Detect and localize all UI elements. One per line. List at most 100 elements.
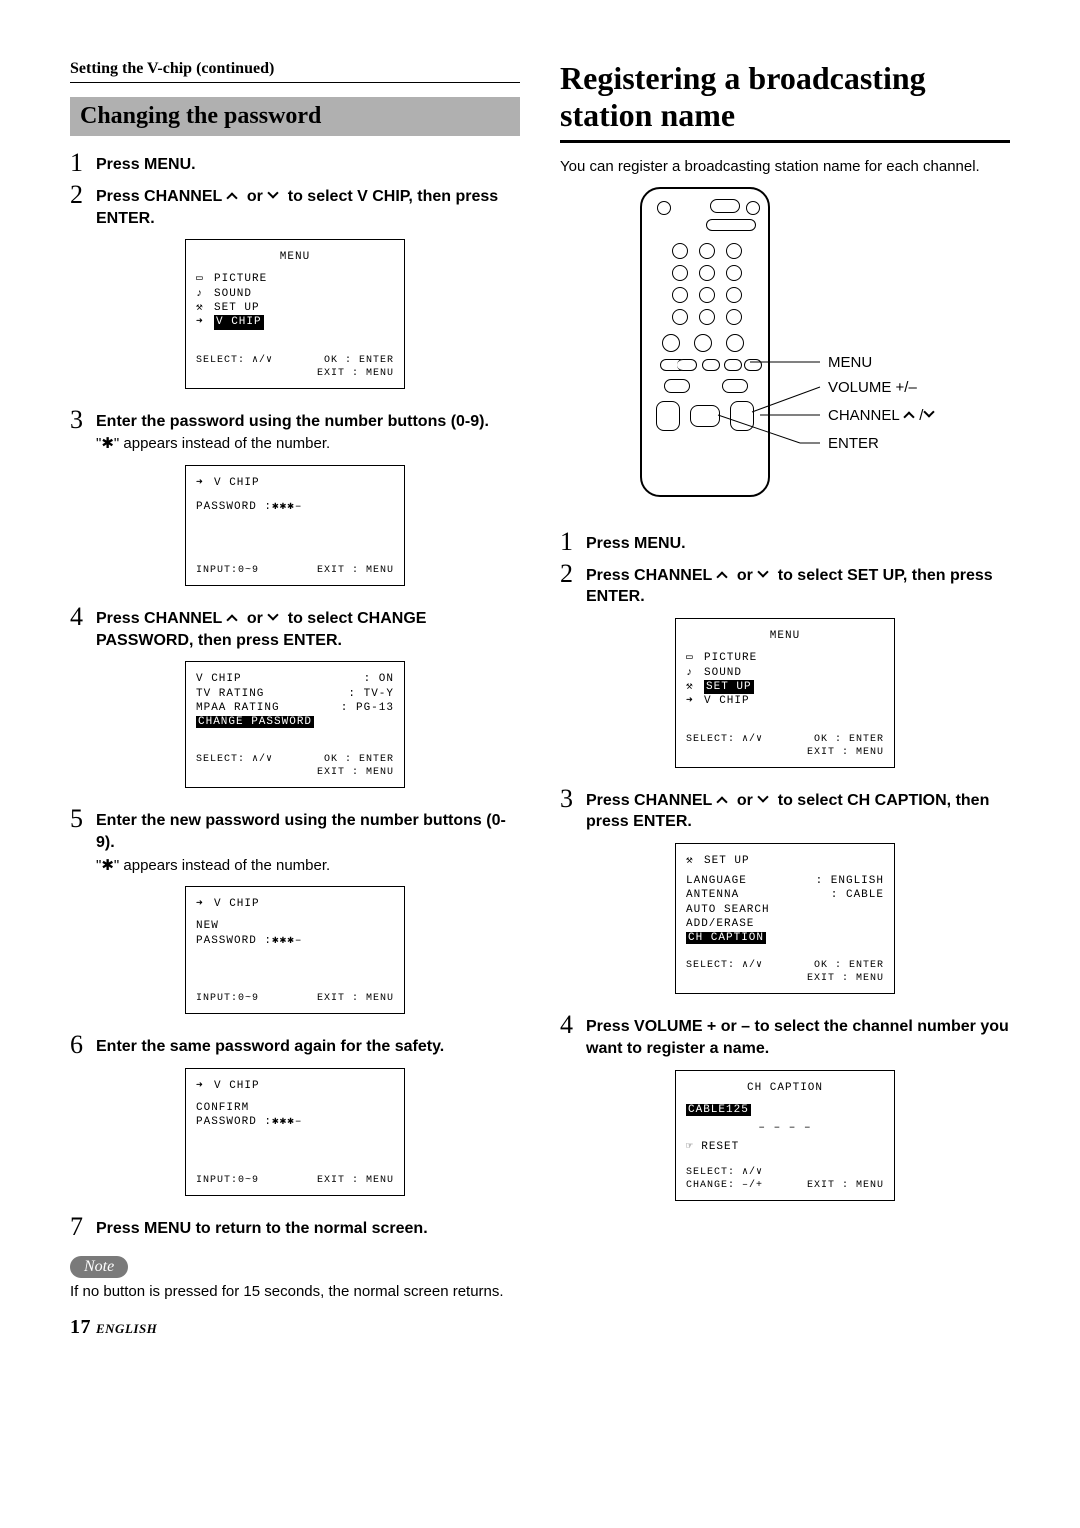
chevron-up-icon bbox=[716, 569, 732, 579]
step-text: Press CHANNEL or to select CHANGE PASSWO… bbox=[96, 608, 520, 651]
remote-diagram: MENU VOLUME +/– CHANNEL / ENTER bbox=[560, 187, 1010, 507]
step-number: 2 bbox=[560, 561, 586, 587]
osd-password: ➜ V CHIP PASSWORD :✱✱✱– INPUT:0~9EXIT : M… bbox=[185, 465, 405, 587]
osd-item: LANGUAGE bbox=[686, 874, 747, 888]
step-text: Enter the password using the number butt… bbox=[96, 411, 520, 433]
osd-item-highlight: V CHIP bbox=[214, 315, 264, 329]
chevron-down-icon bbox=[267, 190, 283, 200]
osd-footer: INPUT:0~9EXIT : MENU bbox=[196, 564, 394, 577]
osd-item: PICTURE bbox=[704, 651, 757, 665]
setup-icon: ⚒ bbox=[686, 680, 700, 694]
osd-setup: ⚒ SET UP LANGUAGE : ENGLISH ANTENNA : CABLE… bbox=[675, 843, 895, 995]
osd-item-highlight: CHANGE PASSWORD bbox=[196, 716, 314, 728]
step-text: Press MENU to return to the normal scree… bbox=[96, 1218, 520, 1240]
chevron-up-icon bbox=[903, 409, 919, 419]
osd-footer: SELECT: ∧/∨OK : ENTER EXIT : MENU bbox=[196, 354, 394, 380]
picture-icon: ▭ bbox=[196, 272, 210, 286]
step-note: "✱" appears instead of the number. bbox=[96, 434, 520, 454]
step-number: 6 bbox=[70, 1032, 96, 1058]
vchip-icon: ➜ bbox=[196, 476, 210, 490]
osd-item: MPAA RATING bbox=[196, 701, 280, 715]
label-channel: CHANNEL / bbox=[828, 408, 939, 423]
osd-line: NEW bbox=[196, 919, 394, 933]
osd-vchip-menu: V CHIP: ON TV RATING: TV-Y MPAA RATING: … bbox=[185, 661, 405, 788]
chevron-up-icon bbox=[226, 612, 242, 622]
chevron-up-icon bbox=[226, 190, 242, 200]
osd-line: CONFIRM bbox=[196, 1101, 394, 1115]
label-menu: MENU bbox=[828, 355, 872, 370]
note-text: If no button is pressed for 15 seconds, … bbox=[70, 1282, 520, 1302]
osd-confirm-password: ➜V CHIP CONFIRM PASSWORD :✱✱✱– INPUT:0~9… bbox=[185, 1068, 405, 1196]
step-text: Press MENU. bbox=[586, 533, 1010, 555]
step-text: Press MENU. bbox=[96, 154, 520, 176]
step-number: 2 bbox=[70, 182, 96, 208]
osd-item: SET UP bbox=[214, 301, 260, 315]
osd-value: : ON bbox=[364, 672, 394, 686]
osd-title: SET UP bbox=[704, 854, 750, 868]
osd-footer: SELECT: ∧/∨OK : ENTER EXIT : MENU bbox=[686, 733, 884, 759]
label-volume: VOLUME +/– bbox=[828, 380, 917, 395]
step-number: 4 bbox=[560, 1012, 586, 1038]
page-number: 17 ENGLISH bbox=[70, 1316, 520, 1339]
step-1: 1 Press MENU. bbox=[560, 529, 1010, 555]
osd-title: V CHIP bbox=[214, 1079, 260, 1093]
osd-footer: SELECT: ∧/∨ CHANGE: –/+EXIT : MENU bbox=[686, 1166, 884, 1192]
osd-value: : ENGLISH bbox=[816, 874, 884, 888]
chevron-down-icon bbox=[267, 612, 283, 622]
step-number: 1 bbox=[70, 150, 96, 176]
osd-footer: INPUT:0~9EXIT : MENU bbox=[196, 992, 394, 1005]
step-6: 6 Enter the same password again for the … bbox=[70, 1032, 520, 1058]
step-text: Press CHANNEL or to select CH CAPTION, t… bbox=[586, 790, 1010, 833]
note-label: Note bbox=[70, 1256, 128, 1278]
osd-item-highlight: SET UP bbox=[704, 680, 754, 694]
label-enter: ENTER bbox=[828, 436, 879, 451]
step-4: 4 Press CHANNEL or to select CHANGE PASS… bbox=[70, 604, 520, 651]
left-column: Setting the V-chip (continued) Changing … bbox=[70, 60, 520, 1339]
step-text: Press VOLUME + or – to select the channe… bbox=[586, 1016, 1010, 1059]
osd-item: TV RATING bbox=[196, 687, 264, 701]
osd-item: V CHIP bbox=[196, 672, 242, 686]
osd-footer: SELECT: ∧/∨OK : ENTER EXIT : MENU bbox=[686, 959, 884, 985]
osd-item: PICTURE bbox=[214, 272, 267, 286]
osd-title: MENU bbox=[686, 629, 884, 643]
step-number: 3 bbox=[70, 407, 96, 433]
step-text: Press CHANNEL or to select SET UP, then … bbox=[586, 565, 1010, 608]
chevron-down-icon bbox=[757, 569, 773, 579]
osd-title: V CHIP bbox=[214, 476, 260, 490]
step-5: 5 Enter the new password using the numbe… bbox=[70, 806, 520, 875]
osd-value: : CABLE bbox=[831, 888, 884, 902]
osd-reset: ☞ RESET bbox=[686, 1140, 884, 1154]
osd-line: PASSWORD :✱✱✱– bbox=[196, 934, 394, 948]
step-text: Enter the new password using the number … bbox=[96, 810, 520, 853]
osd-item: ANTENNA bbox=[686, 888, 739, 902]
osd-title: V CHIP bbox=[214, 897, 260, 911]
osd-footer: SELECT: ∧/∨OK : ENTER EXIT : MENU bbox=[196, 753, 394, 779]
heading-changing-password: Changing the password bbox=[70, 97, 520, 136]
step-7: 7 Press MENU to return to the normal scr… bbox=[70, 1214, 520, 1240]
section-label: Setting the V-chip (continued) bbox=[70, 60, 520, 78]
picture-icon: ▭ bbox=[686, 651, 700, 665]
vchip-icon: ➜ bbox=[196, 315, 210, 329]
osd-line: PASSWORD :✱✱✱– bbox=[196, 500, 394, 514]
osd-item: ADD/ERASE bbox=[686, 917, 884, 931]
step-4: 4 Press VOLUME + or – to select the chan… bbox=[560, 1012, 1010, 1059]
chevron-up-icon bbox=[716, 794, 732, 804]
osd-item-highlight: CH CAPTION bbox=[686, 932, 766, 944]
vchip-icon: ➜ bbox=[196, 1079, 210, 1093]
osd-ch-caption: CH CAPTION CABLE125 – – – – ☞ RESET SELE… bbox=[675, 1070, 895, 1201]
divider bbox=[560, 140, 1010, 143]
osd-item-highlight: CABLE125 bbox=[686, 1104, 751, 1116]
chevron-down-icon bbox=[923, 409, 939, 419]
setup-icon: ⚒ bbox=[196, 301, 210, 315]
chevron-down-icon bbox=[757, 794, 773, 804]
step-number: 5 bbox=[70, 806, 96, 832]
setup-icon: ⚒ bbox=[686, 854, 700, 868]
step-2: 2 Press CHANNEL or to select SET UP, the… bbox=[560, 561, 1010, 608]
osd-item: SOUND bbox=[214, 287, 252, 301]
vchip-icon: ➜ bbox=[196, 897, 210, 911]
osd-dashes: – – – – bbox=[686, 1121, 884, 1135]
step-text: Enter the same password again for the sa… bbox=[96, 1036, 520, 1058]
osd-title: MENU bbox=[196, 250, 394, 264]
step-2: 2 Press CHANNEL or to select V CHIP, the… bbox=[70, 182, 520, 229]
sound-icon: ♪ bbox=[196, 287, 210, 301]
